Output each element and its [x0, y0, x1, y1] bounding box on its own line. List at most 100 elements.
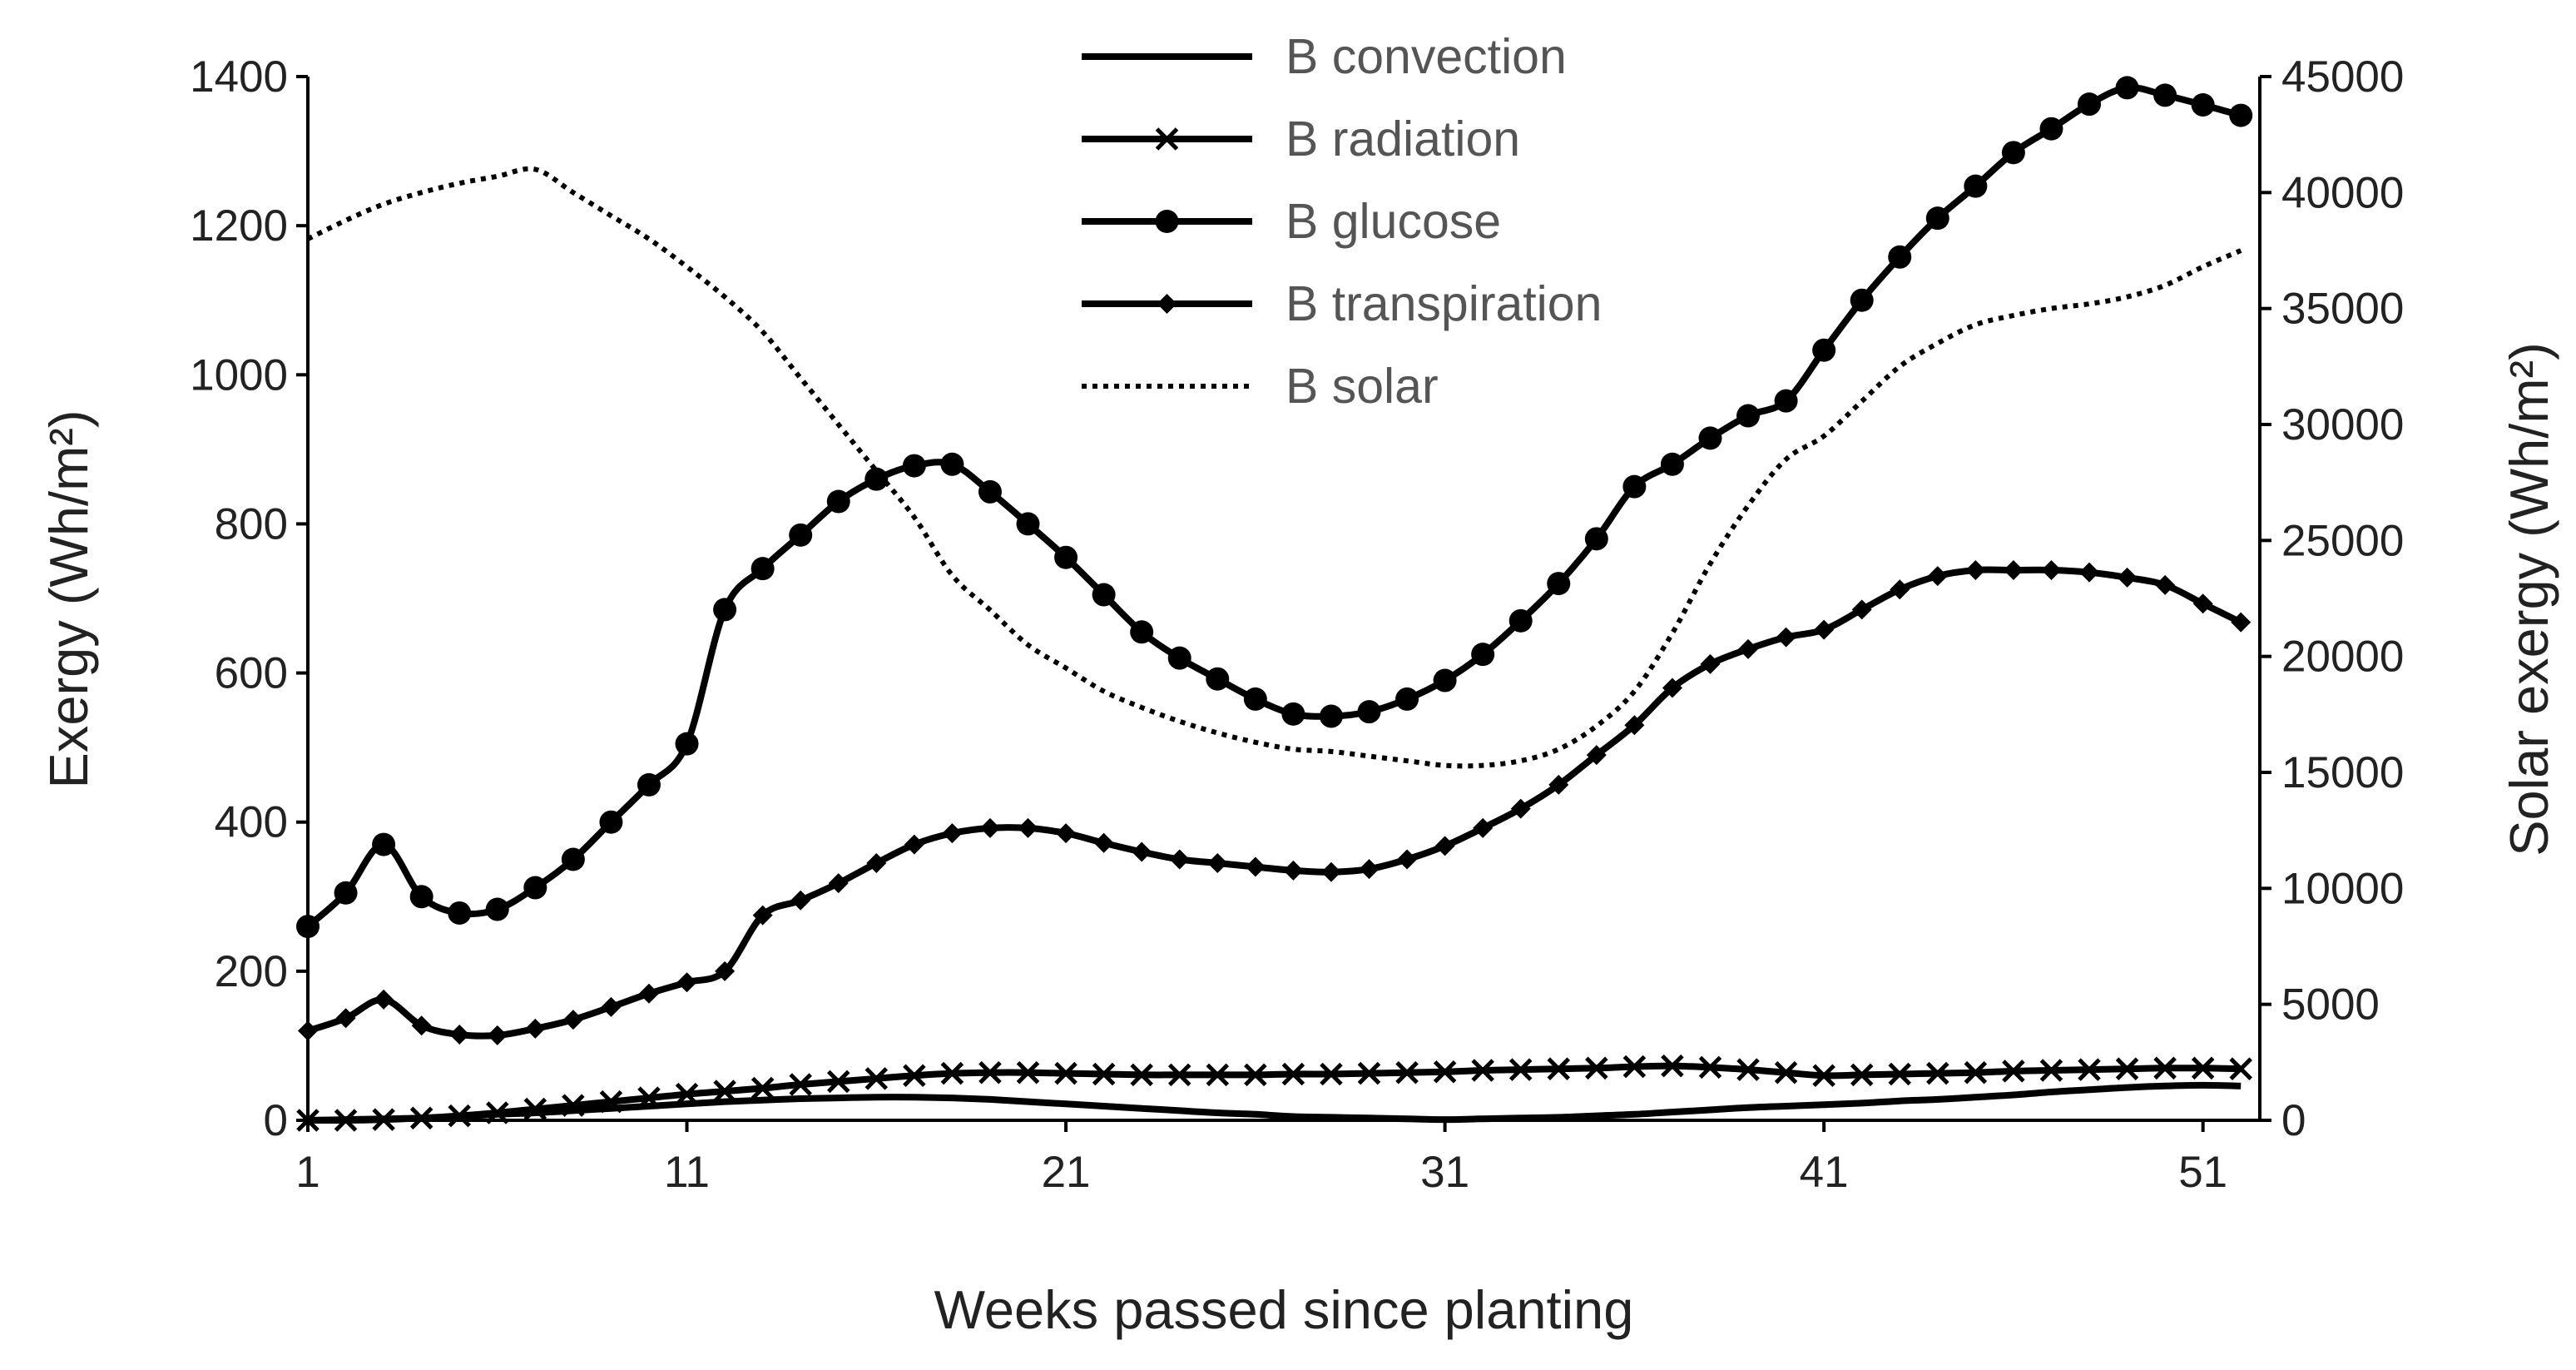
data-point-b-transpiration	[1624, 715, 1645, 736]
data-point-b-radiation	[2002, 1060, 2025, 1083]
data-point-b-transpiration	[2231, 612, 2252, 633]
data-point-b-transpiration	[1056, 823, 1077, 844]
data-point-b-glucose	[940, 452, 964, 476]
data-point-b-glucose	[1130, 620, 1154, 644]
data-point-b-transpiration	[1548, 774, 1569, 795]
data-point-b-transpiration	[1738, 638, 1759, 659]
series-line-b-radiation	[307, 1062, 2242, 1124]
legend-marker	[1155, 127, 1179, 151]
data-point-b-radiation	[1395, 1060, 1419, 1085]
right-y-tick-label: 25000	[2281, 516, 2404, 565]
data-point-b-transpiration	[715, 960, 736, 981]
data-point-b-radiation	[940, 1061, 964, 1085]
series-layer	[296, 76, 2253, 1132]
data-point-b-transpiration	[1359, 859, 1380, 880]
data-point-b-glucose	[1016, 512, 1040, 536]
data-point-b-transpiration	[601, 996, 622, 1017]
data-point-b-radiation	[789, 1073, 812, 1096]
x-tick-label: 51	[2178, 1148, 2227, 1197]
left-y-tick-label: 400	[215, 798, 288, 847]
data-point-b-transpiration	[562, 1010, 583, 1030]
data-point-b-glucose	[1925, 206, 1949, 231]
data-point-b-transpiration	[1586, 745, 1607, 766]
data-point-b-glucose	[409, 885, 433, 909]
data-point-b-transpiration	[1927, 566, 1948, 587]
data-point-b-radiation	[334, 1109, 358, 1132]
x-tick-label: 1	[295, 1148, 320, 1197]
data-point-b-radiation	[1736, 1058, 1760, 1081]
data-point-b-radiation	[1622, 1055, 1647, 1079]
data-point-b-radiation	[1130, 1063, 1153, 1087]
data-point-b-radiation	[675, 1082, 699, 1106]
data-point-b-radiation	[1206, 1063, 1230, 1087]
data-point-b-transpiration	[1434, 836, 1455, 856]
left-y-tick-label: 800	[215, 499, 288, 548]
data-point-b-glucose	[1964, 174, 1988, 198]
data-point-b-glucose	[448, 901, 472, 925]
data-point-b-glucose	[1812, 338, 1836, 362]
legend-entry-b-solar: B solar	[1082, 359, 1439, 414]
data-point-b-radiation	[2153, 1056, 2177, 1080]
data-point-b-glucose	[1888, 245, 1912, 269]
x-tick-label: 11	[664, 1148, 710, 1197]
data-point-b-glucose	[978, 479, 1002, 504]
data-point-b-glucose	[2001, 141, 2025, 165]
left-y-tick-label: 1000	[190, 350, 288, 400]
legend-entry-b-radiation: B radiation	[1082, 112, 1520, 166]
series-b-radiation	[296, 1054, 2252, 1132]
data-point-b-glucose	[902, 454, 926, 478]
data-point-b-radiation	[1508, 1058, 1533, 1081]
data-point-b-transpiration	[525, 1018, 546, 1039]
data-point-b-radiation	[448, 1104, 471, 1128]
data-point-b-glucose	[1736, 404, 1761, 428]
legend-label: B transpiration	[1286, 276, 1602, 331]
legend: B convection B radiation B glucose B transp…	[1082, 29, 1602, 414]
data-point-b-glucose	[713, 598, 737, 622]
data-point-b-transpiration	[449, 1024, 470, 1045]
data-point-b-radiation	[2115, 1057, 2139, 1080]
data-point-b-transpiration	[638, 983, 659, 1004]
right-y-tick-label: 0	[2281, 1096, 2306, 1145]
data-point-b-glucose	[826, 489, 850, 514]
data-point-b-transpiration	[979, 817, 1000, 838]
data-point-b-glucose	[372, 832, 396, 856]
x-tick-label: 31	[1420, 1148, 1469, 1197]
data-point-b-radiation	[1547, 1057, 1571, 1080]
data-point-b-transpiration	[487, 1025, 508, 1045]
left-y-tick-label: 0	[264, 1096, 288, 1145]
x-tick-label: 41	[1800, 1148, 1849, 1197]
data-point-b-glucose	[334, 881, 358, 905]
data-point-b-glucose	[1054, 545, 1078, 569]
legend-label: B glucose	[1286, 194, 1501, 249]
data-point-b-glucose	[485, 897, 509, 921]
data-point-b-transpiration	[1018, 817, 1038, 838]
data-point-b-glucose	[1206, 667, 1230, 691]
right-y-tick-label: 30000	[2281, 400, 2404, 449]
right-y-tick-label: 10000	[2281, 864, 2404, 913]
data-point-b-transpiration	[1207, 852, 1228, 873]
data-point-b-transpiration	[904, 834, 924, 855]
series-b-solar	[306, 166, 2242, 769]
right-y-tick-label: 5000	[2281, 980, 2380, 1030]
data-point-b-radiation	[864, 1067, 889, 1090]
data-point-b-glucose	[2078, 92, 2102, 117]
data-point-b-radiation	[1320, 1062, 1343, 1086]
data-point-b-radiation	[826, 1070, 850, 1094]
data-point-b-glucose	[1774, 389, 1798, 413]
right-y-tick-label: 40000	[2281, 168, 2404, 217]
data-point-b-glucose	[1243, 687, 1267, 711]
data-point-b-transpiration	[1662, 678, 1682, 698]
data-point-b-radiation	[409, 1106, 433, 1130]
left-y-tick-label: 200	[215, 947, 288, 996]
data-point-b-glucose	[561, 847, 585, 871]
data-point-b-glucose	[1660, 452, 1684, 476]
data-point-b-glucose	[599, 810, 623, 834]
data-point-b-glucose	[1547, 572, 1571, 596]
data-point-b-glucose	[2153, 83, 2177, 107]
data-point-b-glucose	[1508, 608, 1533, 633]
data-point-b-radiation	[978, 1060, 1002, 1085]
data-point-b-radiation	[1850, 1063, 1874, 1087]
data-point-b-transpiration	[1851, 599, 1872, 620]
data-point-b-radiation	[2039, 1059, 2063, 1082]
data-point-b-glucose	[1357, 700, 1381, 724]
